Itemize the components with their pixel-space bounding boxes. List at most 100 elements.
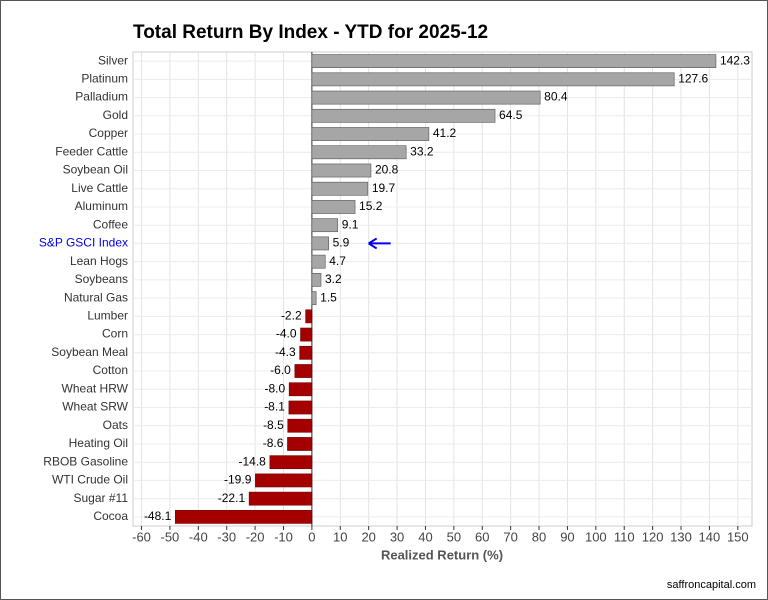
value-label: -4.0 — [276, 327, 297, 341]
value-label: 15.2 — [359, 199, 383, 213]
x-tick-label: 60 — [475, 529, 489, 544]
value-label: 9.1 — [342, 217, 359, 231]
bar — [248, 491, 313, 506]
bar — [305, 309, 313, 324]
category-label: Soybean Oil — [63, 163, 128, 177]
x-tick-label: 130 — [670, 529, 692, 544]
bar — [311, 291, 317, 305]
x-axis-label: Realized Return (%) — [381, 547, 503, 562]
x-tick-label: -60 — [132, 529, 151, 544]
value-label: 142.3 — [720, 53, 750, 67]
value-label: -8.5 — [263, 418, 284, 432]
x-tick-label: 50 — [447, 529, 461, 544]
x-tick-label: 70 — [503, 529, 517, 544]
category-label: Soybeans — [75, 272, 128, 286]
bar — [311, 145, 407, 160]
bar — [311, 200, 356, 214]
value-label: 1.5 — [320, 290, 337, 304]
x-tick-label: -50 — [161, 529, 180, 544]
bar — [269, 455, 313, 470]
x-tick-label: 140 — [699, 529, 721, 544]
category-label: Heating Oil — [69, 436, 128, 450]
category-label: Wheat HRW — [62, 381, 129, 395]
highlight-arrowhead — [368, 237, 378, 250]
category-label: Corn — [102, 327, 128, 341]
bar — [311, 108, 496, 123]
value-label: -8.0 — [264, 381, 285, 395]
bar — [288, 400, 313, 415]
x-tick-label: 100 — [585, 529, 607, 544]
x-tick-label: 40 — [418, 529, 432, 544]
bar — [311, 236, 329, 251]
bar — [311, 127, 430, 141]
x-tick-label: 10 — [333, 529, 347, 544]
value-label: 41.2 — [433, 126, 457, 140]
bar — [311, 181, 369, 196]
category-label: Coffee — [93, 217, 128, 231]
category-label: Oats — [103, 418, 128, 432]
value-label: -4.3 — [275, 345, 296, 359]
category-label: RBOB Gasoline — [43, 454, 128, 468]
value-label: -14.8 — [239, 454, 267, 468]
value-label: 4.7 — [329, 254, 346, 268]
bar — [175, 510, 313, 524]
bar — [311, 72, 675, 87]
value-label: -6.0 — [270, 363, 291, 377]
x-tick-label: -40 — [189, 529, 208, 544]
bar — [294, 364, 313, 378]
category-label: Sugar #11 — [74, 491, 129, 505]
value-label: -2.2 — [281, 309, 302, 323]
category-label: Gold — [103, 108, 128, 122]
value-label: -22.1 — [218, 491, 246, 505]
x-tick-label: 30 — [390, 529, 404, 544]
value-label: -19.9 — [224, 473, 252, 487]
category-label: Soybean Meal — [51, 345, 128, 359]
bar — [311, 254, 326, 269]
category-label: Live Cattle — [71, 181, 128, 195]
x-tick-label: 150 — [727, 529, 749, 544]
x-tick-label: 0 — [308, 529, 315, 544]
x-tick-label: -20 — [246, 529, 265, 544]
value-label: 80.4 — [544, 90, 568, 104]
value-label: -48.1 — [144, 509, 172, 523]
x-tick-label: 20 — [361, 529, 375, 544]
value-label: -8.1 — [264, 400, 285, 414]
bar — [287, 418, 313, 433]
category-label: Wheat SRW — [62, 400, 128, 414]
category-label: Palladium — [75, 90, 128, 104]
bar — [311, 273, 322, 287]
x-tick-label: 90 — [560, 529, 574, 544]
x-tick-label: 120 — [642, 529, 664, 544]
value-label: 19.7 — [372, 181, 396, 195]
category-label: Lean Hogs — [70, 254, 128, 268]
category-label: Aluminum — [75, 199, 128, 213]
bar — [287, 437, 313, 451]
category-label: Natural Gas — [64, 290, 128, 304]
value-label: 5.9 — [333, 236, 350, 250]
category-label: WTI Crude Oil — [52, 473, 128, 487]
value-label: -8.6 — [263, 436, 284, 450]
plot-area — [132, 51, 753, 527]
bar — [311, 90, 541, 105]
bar — [300, 327, 313, 342]
x-tick-label: 80 — [532, 529, 546, 544]
value-label: 20.8 — [375, 163, 399, 177]
value-label: 64.5 — [499, 108, 523, 122]
x-tick-label: -10 — [274, 529, 293, 544]
category-label: Cocoa — [93, 509, 128, 523]
source: saffroncapital.com — [667, 579, 756, 591]
bar — [299, 345, 313, 360]
bar — [288, 382, 313, 397]
category-label: Lumber — [87, 309, 128, 323]
category-label: Copper — [89, 126, 128, 140]
chart-title: Total Return By Index - YTD for 2025-12 — [133, 22, 488, 43]
bar — [311, 163, 372, 178]
category-label: S&P GSCI Index — [39, 236, 128, 250]
bar — [311, 218, 339, 233]
category-label: Feeder Cattle — [55, 144, 128, 158]
category-label: Silver — [98, 53, 128, 67]
x-tick-label: 110 — [614, 529, 635, 544]
x-tick-label: -30 — [217, 529, 236, 544]
value-label: 3.2 — [325, 272, 342, 286]
